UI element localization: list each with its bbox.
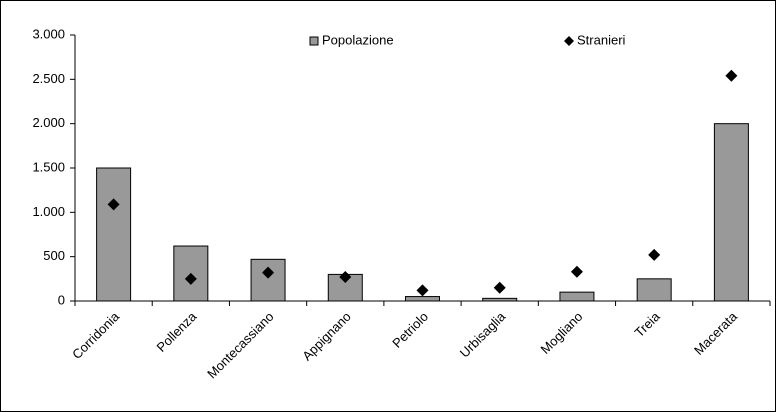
bar xyxy=(559,291,595,302)
marker xyxy=(339,271,352,284)
y-tick-label: 1.500 xyxy=(32,159,65,174)
bar xyxy=(713,123,749,302)
y-tick-label: 1.000 xyxy=(32,204,65,219)
marker xyxy=(107,198,120,211)
bar xyxy=(96,167,132,302)
legend-marker xyxy=(309,36,319,46)
marker xyxy=(262,266,275,279)
legend-label: Popolazione xyxy=(322,32,394,47)
legend-label: Stranieri xyxy=(577,32,626,47)
legend-marker xyxy=(564,36,574,46)
marker xyxy=(570,265,583,278)
y-tick-label: 0 xyxy=(58,292,65,307)
marker xyxy=(725,69,738,82)
y-tick-label: 2.000 xyxy=(32,115,65,130)
marker xyxy=(648,248,661,261)
marker xyxy=(493,281,506,294)
marker xyxy=(416,284,429,297)
bar xyxy=(482,297,518,302)
bar xyxy=(636,278,672,302)
y-tick-label: 2.500 xyxy=(32,71,65,86)
y-tick-label: 3.000 xyxy=(32,26,65,41)
bar xyxy=(250,258,286,302)
bar xyxy=(405,296,440,302)
marker xyxy=(184,272,197,285)
y-tick-label: 500 xyxy=(43,248,65,263)
